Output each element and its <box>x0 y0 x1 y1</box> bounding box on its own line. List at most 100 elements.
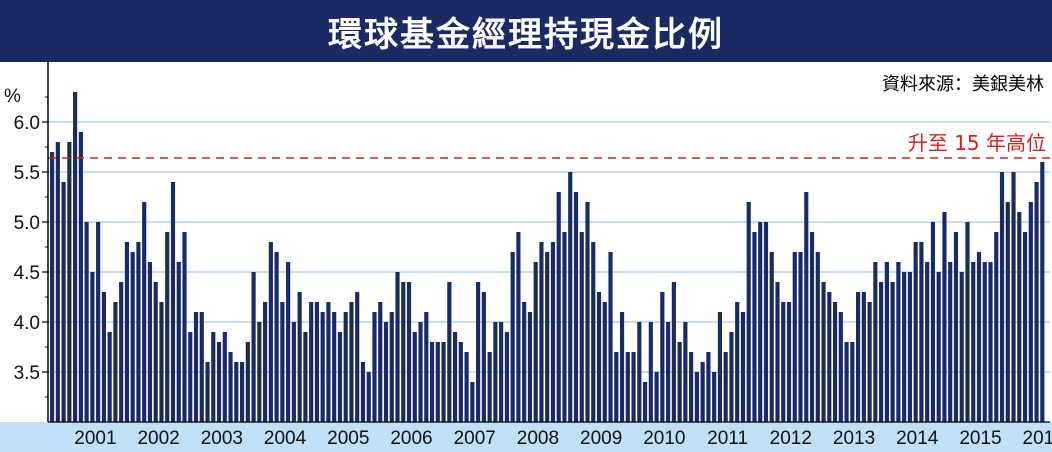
bar <box>746 202 751 422</box>
bar <box>447 282 452 422</box>
y-tick-label: 5.5 <box>14 163 40 184</box>
bar <box>274 252 279 422</box>
bar <box>1017 212 1022 422</box>
bar <box>758 222 763 422</box>
bar <box>769 252 774 422</box>
bar <box>320 312 325 422</box>
bar <box>602 302 607 422</box>
y-tick-label: 5.0 <box>14 213 40 234</box>
x-tick-labels: 2001 2002 2003 2004 2005 2006 2007 2008 2009 2010… <box>74 428 1052 449</box>
bar <box>919 242 924 422</box>
bar <box>228 352 233 422</box>
bar <box>280 302 285 422</box>
bar <box>458 342 463 422</box>
bar <box>245 342 250 422</box>
bar <box>591 242 596 422</box>
bar <box>902 272 907 422</box>
bar <box>73 92 78 422</box>
bar <box>291 322 296 422</box>
bar <box>96 222 101 422</box>
bar <box>717 312 722 422</box>
bar <box>268 242 273 422</box>
bar <box>654 372 659 422</box>
bar <box>706 352 711 422</box>
bar <box>251 272 256 422</box>
bar <box>286 262 291 422</box>
bar <box>326 302 331 422</box>
y-tick-labels: 3.5 4.0 4.5 5.0 5.5 6.0% <box>4 86 48 398</box>
bar <box>942 212 947 422</box>
bar <box>188 332 193 422</box>
bar <box>309 302 314 422</box>
bar <box>401 282 406 422</box>
bar <box>142 202 147 422</box>
bar <box>671 282 676 422</box>
bar <box>61 182 66 422</box>
bar <box>930 222 936 422</box>
bar <box>412 332 417 422</box>
bar <box>545 252 550 422</box>
x-tick-label: 2001 <box>74 428 116 449</box>
bar-chart: 升至 15 年高位 3.54.04.55.05.56.0% 2001 2002 20… <box>0 62 1052 452</box>
reference-line-label: 升至 15 年高位 <box>908 131 1046 155</box>
bar <box>349 302 354 422</box>
x-tick-label: 2008 <box>517 428 559 449</box>
bar <box>1022 232 1028 422</box>
bar <box>429 342 435 422</box>
reference-line-group: 升至 15 年高位 <box>48 131 1050 159</box>
bar <box>896 262 901 422</box>
bar <box>804 192 809 422</box>
bar <box>499 322 504 422</box>
bar <box>798 252 803 422</box>
bar <box>752 232 757 422</box>
bar <box>395 272 400 422</box>
bar <box>821 282 826 422</box>
y-tick-label: 4.0 <box>14 313 40 334</box>
bar <box>136 242 141 422</box>
x-tick-label: 2009 <box>580 428 622 449</box>
bar <box>1040 162 1045 422</box>
bar <box>994 232 999 422</box>
bar <box>856 292 861 422</box>
bar <box>614 352 619 422</box>
bar <box>781 302 786 422</box>
x-tick-label: 2005 <box>327 428 369 449</box>
bar <box>418 322 423 422</box>
y-tick-label: 6.0 <box>14 113 40 134</box>
bar <box>533 262 538 422</box>
bar <box>55 142 60 422</box>
bar <box>971 262 976 422</box>
bar <box>832 302 838 422</box>
x-tick-label: 2007 <box>454 428 496 449</box>
bar <box>113 302 118 422</box>
bar <box>631 352 636 422</box>
bar <box>879 282 884 422</box>
bar <box>637 322 642 422</box>
x-tick-label: 2002 <box>137 428 179 449</box>
bar <box>159 302 164 422</box>
bar <box>464 352 469 422</box>
source-note: 資料來源：美銀美林 <box>882 74 1044 95</box>
bar <box>683 322 688 422</box>
bar <box>170 182 176 422</box>
bar <box>763 222 769 422</box>
bar <box>504 332 509 422</box>
x-tick-label: 2015 <box>959 428 1001 449</box>
bar <box>556 192 561 422</box>
bar <box>303 332 308 422</box>
bar <box>1034 182 1039 422</box>
bar <box>176 262 181 422</box>
bar <box>827 292 832 422</box>
bar <box>366 372 371 422</box>
bar <box>435 342 440 422</box>
bar <box>988 262 993 422</box>
x-tick-label: 2010 <box>643 428 685 449</box>
bar <box>263 302 268 422</box>
bar <box>257 322 262 422</box>
bar <box>50 152 55 422</box>
x-tick-label: 2006 <box>390 428 432 449</box>
y-axis-unit: % <box>4 86 21 107</box>
x-tick-label: 2016 <box>1023 428 1052 449</box>
bar <box>332 312 337 422</box>
bar <box>867 302 872 422</box>
